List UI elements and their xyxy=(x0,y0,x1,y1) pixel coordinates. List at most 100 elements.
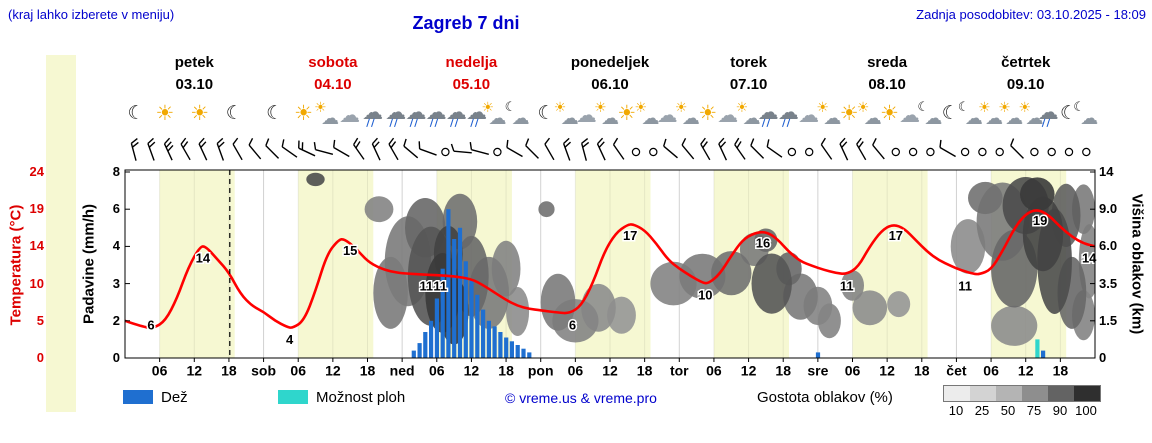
temperature-value-label: 6 xyxy=(147,317,154,332)
calm-wind-icon xyxy=(1082,147,1091,157)
cloud-height-tick-label: 0 xyxy=(1099,350,1107,365)
day-name: ponedeljek xyxy=(570,54,650,71)
temperature-value-label: 14 xyxy=(196,250,211,265)
x-axis-label: 06 xyxy=(568,363,584,379)
temperature-value-label: 11 xyxy=(840,278,854,293)
x-axis-label: 18 xyxy=(221,363,237,379)
wind-barb-icon xyxy=(562,137,572,161)
density-scale-segment xyxy=(944,386,970,401)
wind-barb-icon xyxy=(766,139,783,158)
density-scale-value: 25 xyxy=(974,403,990,418)
left-day-strip xyxy=(46,55,76,412)
temperature-value-label: 17 xyxy=(889,228,903,243)
x-axis-label: 18 xyxy=(360,363,376,379)
page-title: Zagreb 7 dni xyxy=(412,13,520,33)
wind-barb-icon xyxy=(216,137,225,161)
cloud-blob xyxy=(1022,196,1064,272)
rain-bar xyxy=(504,337,509,358)
mooncloud-weather-icon: ☾ ☁ xyxy=(957,100,983,129)
mooncloud-weather-icon: ☾ ☁ xyxy=(1073,100,1099,129)
suncloud-weather-icon: ☀ ☁ xyxy=(314,100,340,129)
calm-wind-icon xyxy=(805,147,814,157)
density-scale-value: 90 xyxy=(1052,403,1068,418)
daytime-band xyxy=(852,170,928,358)
moon-weather-icon: ☾ xyxy=(225,102,243,124)
density-scale-segment xyxy=(1048,386,1074,401)
location-menu-note: (kraj lahko izberete v meniju) xyxy=(8,7,175,22)
day-name: sobota xyxy=(308,54,358,71)
temperature-value-label: 16 xyxy=(756,236,770,251)
cloud-weather-icon: ☁ xyxy=(798,103,820,127)
wind-barb-icon xyxy=(700,137,711,161)
x-axis-label: 12 xyxy=(602,363,618,379)
suncloud-weather-icon: ☀ ☁ xyxy=(735,100,761,129)
cloud-blob xyxy=(817,303,841,339)
rain-weather-icon: ☁ ∕∕ xyxy=(425,100,447,129)
rain-bar xyxy=(429,320,434,358)
wind-barb-icon xyxy=(856,137,867,161)
cloud-weather-icon: ☁ xyxy=(339,103,361,127)
wind-barb-icon xyxy=(596,137,606,161)
cloud-weather-icon: ☁ xyxy=(717,103,739,127)
calm-wind-icon xyxy=(493,147,502,157)
x-axis-label: 12 xyxy=(187,363,203,379)
plot-area xyxy=(125,170,1095,358)
wind-barb-icon xyxy=(681,137,695,160)
temperature-value-label: 10 xyxy=(698,288,712,303)
rain-bar xyxy=(457,227,463,358)
copyright-link[interactable]: © vreme.us & vreme.pro xyxy=(505,390,657,406)
rain-weather-icon: ☁ ∕∕ xyxy=(757,100,779,129)
wind-barb-icon xyxy=(469,142,489,156)
showers-legend-label: Možnost ploh xyxy=(316,389,406,406)
temperature-tick-label: 5 xyxy=(36,312,44,328)
rain-bar xyxy=(515,345,520,358)
wind-barb-icon xyxy=(353,137,365,160)
wind-barb-icon xyxy=(281,139,298,158)
x-axis-label: 06 xyxy=(983,363,999,379)
x-axis-label: 06 xyxy=(706,363,722,379)
x-axis-label: 12 xyxy=(879,363,895,379)
mooncloud-weather-icon: ☾ ☁ xyxy=(504,100,530,129)
rain-bar xyxy=(521,348,526,358)
x-axis-label: 06 xyxy=(845,363,861,379)
rain-weather-icon: ☁ ∕∕ xyxy=(405,100,427,129)
sun-weather-icon: ☀ xyxy=(155,101,175,125)
cloud-blob xyxy=(711,251,752,296)
cloud-blob xyxy=(991,305,1038,346)
cloud-density-scale-labels: 10 25 50 75 90 100 xyxy=(943,403,1099,418)
density-scale-value: 75 xyxy=(1026,403,1042,418)
suncloud-weather-icon: ☀ ☁ xyxy=(998,100,1024,129)
x-axis-label: 06 xyxy=(429,363,445,379)
rain-weather-icon: ☁ ∕∕ xyxy=(466,100,488,129)
x-axis-label: tor xyxy=(670,363,689,379)
wind-barb-icon xyxy=(232,137,243,161)
rain-weather-icon: ☁ ∕∕ xyxy=(446,100,467,129)
temperature-value-label: 17 xyxy=(623,228,637,243)
wind-barb-icon xyxy=(839,137,849,161)
temperature-line xyxy=(125,209,1095,329)
rain-bar xyxy=(411,350,416,358)
wind-barb-icon xyxy=(820,137,833,160)
wind-barb-icon xyxy=(872,137,885,160)
calm-wind-icon xyxy=(649,147,658,157)
day-date: 05.10 xyxy=(452,76,491,93)
precipitation-tick-label: 8 xyxy=(112,164,120,179)
sun-weather-icon: ☀ xyxy=(880,101,899,125)
mooncloud-weather-icon: ☾ ☁ xyxy=(917,100,943,129)
cloud-height-tick-label: 3.5 xyxy=(1099,275,1118,291)
day-header-sobota: sobota 04.10 xyxy=(308,52,357,96)
precipitation-tick-label: 0 xyxy=(112,350,120,365)
day-header-ponedeljek: ponedeljek 06.10 xyxy=(571,52,649,96)
day-header-nedelja: nedelja 05.10 xyxy=(446,52,498,96)
wind-barb-icon xyxy=(371,137,381,161)
cloud-blob xyxy=(852,290,888,326)
wind-barb-icon xyxy=(418,141,437,156)
wind-barb-icon xyxy=(734,137,746,160)
cloud-blob xyxy=(540,273,576,331)
precipitation-tick-label: 3 xyxy=(112,275,120,291)
cloud-weather-icon: ☁ xyxy=(899,103,921,127)
x-axis-label: 12 xyxy=(741,363,757,379)
wind-barb-icon xyxy=(265,138,280,159)
calm-wind-icon xyxy=(960,147,970,157)
temperature-value-label: 14 xyxy=(1082,250,1097,265)
